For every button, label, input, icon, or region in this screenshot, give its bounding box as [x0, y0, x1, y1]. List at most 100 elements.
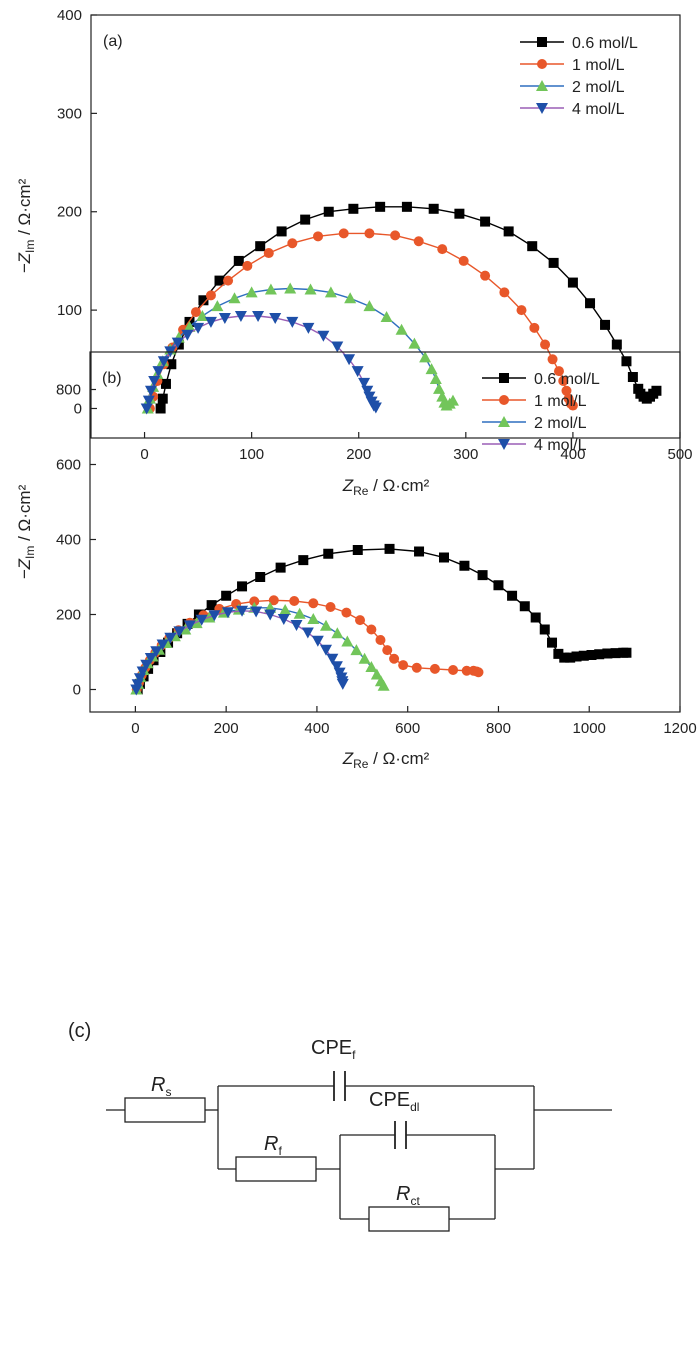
data-point: [144, 385, 157, 397]
data-point: [361, 385, 374, 397]
data-point: [144, 653, 157, 664]
data-point: [223, 275, 234, 286]
data-point: [390, 230, 401, 241]
data-point: [480, 270, 491, 281]
data-point: [398, 660, 409, 671]
data-point: [365, 661, 378, 672]
data-point: [413, 236, 424, 247]
data-point: [611, 339, 622, 350]
series-4-mol-l: [140, 311, 382, 415]
data-point: [547, 637, 558, 648]
data-point: [382, 645, 393, 656]
data-point: [553, 366, 564, 377]
chart-a-x-axis-label: ZRe / Ω·cm²: [342, 476, 430, 498]
data-point: [621, 647, 632, 658]
data-point: [164, 632, 177, 644]
data-point: [233, 255, 244, 266]
x-tick-label: 0: [140, 446, 148, 463]
x-tick-label: 100: [239, 446, 264, 463]
data-point: [401, 201, 412, 212]
data-point: [437, 244, 448, 255]
data-point: [234, 311, 247, 323]
data-point: [527, 241, 538, 252]
circuit-diagram: (c) Rs CPEf Rf CPEdl Rct: [68, 1020, 612, 1232]
data-point: [330, 661, 343, 673]
x-tick-label: 800: [486, 720, 511, 737]
y-tick-label: 300: [57, 105, 82, 122]
legend-label: 2 mol/L: [534, 415, 587, 432]
data-point: [458, 255, 469, 266]
data-point: [157, 356, 170, 368]
data-point: [499, 287, 510, 298]
data-point: [157, 393, 168, 404]
data-point: [242, 260, 253, 271]
data-point: [558, 375, 569, 386]
data-point: [586, 650, 597, 660]
data-point: [341, 607, 352, 618]
data-point: [284, 282, 297, 294]
data-point: [221, 590, 232, 601]
data-point: [156, 639, 169, 651]
data-point: [389, 653, 400, 664]
x-tick-label: 1200: [663, 720, 696, 737]
data-point: [276, 226, 287, 237]
legend-marker: [498, 416, 510, 427]
data-point: [439, 552, 449, 563]
legend-marker: [537, 59, 547, 69]
data-point: [311, 635, 324, 647]
chart-b-y-ticks: 0 200 400 600 800: [56, 382, 96, 699]
data-point: [384, 543, 395, 554]
data-point: [286, 316, 299, 328]
data-point: [565, 652, 576, 663]
data-point: [331, 627, 344, 639]
y-tick-label: 0: [74, 400, 82, 417]
data-point: [503, 226, 514, 237]
data-point: [249, 596, 260, 607]
x-tick-label: 1000: [573, 720, 606, 737]
data-point: [370, 668, 383, 680]
data-point: [429, 372, 442, 384]
data-point: [600, 319, 611, 330]
data-point: [263, 248, 274, 259]
data-point: [477, 570, 488, 581]
x-tick-label: 0: [131, 720, 139, 737]
data-point: [336, 678, 349, 690]
data-point: [324, 286, 337, 298]
data-point: [530, 612, 541, 623]
data-point: [148, 375, 161, 387]
data-point: [320, 644, 332, 656]
data-point: [358, 377, 371, 389]
data-point: [140, 659, 153, 671]
data-point: [446, 394, 459, 406]
legend-label: 1 mol/L: [572, 57, 625, 74]
data-point: [298, 555, 309, 566]
data-point: [320, 619, 332, 631]
data-point: [473, 667, 484, 678]
data-point: [364, 228, 375, 239]
data-point: [325, 602, 336, 612]
data-point: [171, 337, 184, 349]
data-point: [529, 322, 540, 333]
data-point: [255, 572, 266, 582]
chart-b-y-axis-label: −ZIm / Ω·cm²: [15, 484, 37, 579]
chart-a-panel-label: (a): [103, 33, 123, 50]
data-point: [344, 292, 357, 304]
legend-marker: [499, 373, 509, 383]
data-point: [540, 339, 551, 350]
legend-marker: [537, 37, 547, 47]
label-cpef: CPEf: [311, 1037, 356, 1062]
resistor-rf: [235, 1156, 317, 1182]
data-point: [352, 545, 363, 555]
data-point: [228, 292, 241, 304]
data-point: [567, 400, 578, 411]
data-point: [204, 316, 217, 328]
data-point: [343, 354, 356, 366]
data-point: [414, 546, 425, 557]
data-point: [559, 652, 570, 663]
y-tick-label: 800: [56, 382, 81, 399]
chart-a-y-ticks: 0 100 200 300 400: [57, 7, 97, 417]
x-tick-label: 600: [395, 720, 420, 737]
data-point: [561, 385, 572, 396]
data-point: [338, 228, 349, 239]
